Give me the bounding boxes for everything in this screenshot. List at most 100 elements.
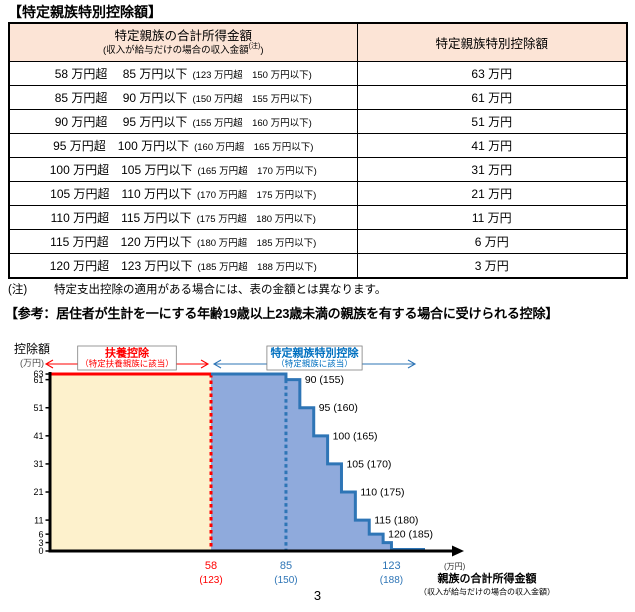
income-range-cell: 58 万円超 85 万円以下 (123 万円超 150 万円以下) — [8, 61, 358, 86]
deduction-amount-cell: 31 万円 — [356, 157, 628, 182]
y-tick-label: 61 — [33, 375, 43, 385]
deduction-amount-cell: 11 万円 — [356, 205, 628, 230]
salary-range: (165 万円超 170 万円以下) — [197, 166, 317, 177]
income-range-cell: 85 万円超 90 万円以下 (150 万円超 155 万円以下) — [8, 85, 358, 110]
table-title: 【特定親族特別控除額】 — [8, 4, 162, 20]
income-range-cell: 105 万円超 110 万円以下 (170 万円超 175 万円以下) — [8, 181, 358, 206]
col-header-income: 特定親族の合計所得金額 (収入が給与だけの場合の収入金額(注)) — [8, 22, 358, 62]
y-tick-label: 3 — [38, 538, 43, 548]
salary-range: (150 万円超 155 万円以下) — [192, 94, 312, 105]
income-range: 105 万円超 110 万円以下 — [50, 187, 192, 201]
annotation-box-0 — [77, 345, 177, 371]
income-range: 58 万円超 85 万円以下 — [54, 67, 188, 81]
table-row: 85 万円超 90 万円以下 (150 万円超 155 万円以下) 61 万円 — [8, 85, 628, 110]
table-row: 110 万円超 115 万円以下 (175 万円超 180 万円以下) 11 万円 — [8, 205, 628, 230]
x-tick-income: 123 — [382, 560, 400, 572]
annotation-label-0: 扶養控除 — [105, 346, 150, 360]
income-range-cell: 100 万円超 105 万円以下 (165 万円超 170 万円以下) — [8, 157, 358, 182]
col-header-income-main: 特定親族の合計所得金額 — [114, 29, 252, 44]
income-range-cell: 95 万円超 100 万円以下 (160 万円超 165 万円以下) — [8, 133, 358, 158]
tokutei-step-line — [211, 372, 425, 551]
deduction-amount-cell: 63 万円 — [356, 61, 628, 86]
income-range: 120 万円超 123 万円以下 — [49, 259, 193, 273]
footnote-marker: (注) — [8, 284, 28, 296]
x-tick-income: 58 — [205, 560, 217, 572]
arrowhead-left-icon — [212, 359, 222, 369]
table-row: 95 万円超 100 万円以下 (160 万円超 165 万円以下) 41 万円 — [8, 133, 628, 158]
y-tick-label: 31 — [33, 459, 43, 469]
salary-range: (180 万円超 185 万円以下) — [197, 238, 317, 249]
y-tick-label: 11 — [34, 515, 43, 525]
annotation-sublabel-0: （特定扶養親族に該当） — [80, 359, 174, 369]
y-axis-unit: (万円) — [20, 358, 44, 368]
deduction-amount-cell: 3 万円 — [356, 253, 628, 279]
note-superscript: (注) — [248, 43, 261, 51]
table-row: 105 万円超 110 万円以下 (170 万円超 175 万円以下) 21 万円 — [8, 181, 628, 206]
x-tick-income: 85 — [280, 560, 292, 572]
income-range-cell: 115 万円超 120 万円以下 (180 万円超 185 万円以下) — [8, 229, 358, 254]
table-row: 120 万円超 123 万円以下 (185 万円超 188 万円以下) 3 万円 — [8, 253, 628, 279]
income-range: 85 万円超 90 万円以下 — [54, 91, 188, 105]
income-range-cell: 90 万円超 95 万円以下 (155 万円超 160 万円以下) — [8, 109, 358, 134]
step-label: 120 (185) — [388, 529, 433, 541]
y-tick-label: 6 — [38, 529, 43, 539]
arrowhead-left-icon — [44, 359, 54, 369]
salary-range: (170 万円超 175 万円以下) — [197, 190, 317, 201]
salary-range: (123 万円超 150 万円以下) — [192, 70, 312, 81]
income-range-cell: 120 万円超 123 万円以下 (185 万円超 188 万円以下) — [8, 253, 358, 279]
arrowhead-right-icon — [407, 359, 417, 369]
income-range: 115 万円超 120 万円以下 — [50, 235, 192, 249]
y-tick-label: 41 — [33, 431, 43, 441]
step-label: 110 (175) — [360, 487, 404, 499]
y-tick-label: 0 — [38, 546, 43, 556]
x-axis-subtitle: （収入が給与だけの場合の収入金額） — [419, 587, 555, 597]
table-row: 90 万円超 95 万円以下 (155 万円超 160 万円以下) 51 万円 — [8, 109, 628, 134]
x-axis-arrowhead — [452, 545, 464, 557]
x-tick-salary: (123) — [199, 575, 222, 586]
annotation-sublabel-1: （特定親族に該当） — [276, 359, 353, 369]
deduction-amount-cell: 21 万円 — [356, 181, 628, 206]
table-row: 58 万円超 85 万円以下 (123 万円超 150 万円以下) 63 万円 — [8, 61, 628, 86]
annotation-label-1: 特定親族特別控除 — [271, 346, 360, 360]
x-tick-salary: (150) — [274, 575, 297, 586]
deduction-amount-cell: 6 万円 — [356, 229, 628, 254]
x-axis-title: 親族の合計所得金額 — [438, 571, 537, 585]
y-tick-label: 21 — [33, 487, 43, 497]
y-tick-label: 51 — [33, 403, 43, 413]
col-header-income-sub: (収入が給与だけの場合の収入金額(注)) — [102, 43, 264, 57]
table-footnote: (注) 特定支出控除の適用がある場合には、表の金額とは異なります。 — [8, 281, 386, 297]
salary-range: (155 万円超 160 万円以下) — [192, 118, 312, 129]
income-range: 100 万円超 105 万円以下 — [49, 163, 193, 177]
col-header-deduction: 特定親族特別控除額 — [356, 22, 628, 62]
deduction-amount-cell: 51 万円 — [356, 109, 628, 134]
income-range: 95 万円超 100 万円以下 — [53, 139, 190, 153]
x-axis-unit: (万円) — [444, 562, 466, 571]
annotation-box-1 — [266, 345, 363, 371]
income-range: 110 万円超 115 万円以下 — [50, 211, 192, 225]
table-body: 58 万円超 85 万円以下 (123 万円超 150 万円以下) 63 万円 85 … — [8, 61, 628, 279]
table-header-row: 特定親族の合計所得金額 (収入が給与だけの場合の収入金額(注)) 特定親族特別控… — [8, 22, 628, 62]
step-label: 105 (170) — [346, 458, 391, 470]
step-label: 90 (155) — [305, 374, 344, 386]
deduction-amount-cell: 41 万円 — [356, 133, 628, 158]
fuyou-region-area — [50, 374, 212, 551]
salary-range: (160 万円超 165 万円以下) — [194, 142, 314, 153]
salary-range: (185 万円超 188 万円以下) — [197, 262, 317, 273]
reference-chart-title: 【参考：居住者が生計を一にする年齢19歳以上23歳未満の親族を有する場合に受けら… — [5, 306, 559, 321]
table-row: 100 万円超 105 万円以下 (165 万円超 170 万円以下) 31 万円 — [8, 157, 628, 182]
income-range: 90 万円超 95 万円以下 — [54, 115, 188, 129]
step-label: 100 (165) — [333, 430, 378, 442]
deduction-amount-cell: 61 万円 — [356, 85, 628, 110]
page-number: 3 — [313, 588, 322, 603]
step-label: 115 (180) — [374, 515, 418, 527]
step-chart: 0 3 6 11 21 31 41 51 61 63 58 (123) 85 (150) 123 (188) 9… — [0, 322, 635, 612]
table-row: 115 万円超 120 万円以下 (180 万円超 185 万円以下) 6 万円 — [8, 229, 628, 254]
income-range-cell: 110 万円超 115 万円以下 (175 万円超 180 万円以下) — [8, 205, 358, 230]
salary-range: (175 万円超 180 万円以下) — [196, 214, 316, 225]
deduction-table: 特定親族の合計所得金額 (収入が給与だけの場合の収入金額(注)) 特定親族特別控… — [8, 22, 628, 279]
step-label: 95 (160) — [319, 402, 358, 414]
y-tick-label: 63 — [33, 369, 43, 379]
tokutei-region-area — [211, 374, 392, 551]
